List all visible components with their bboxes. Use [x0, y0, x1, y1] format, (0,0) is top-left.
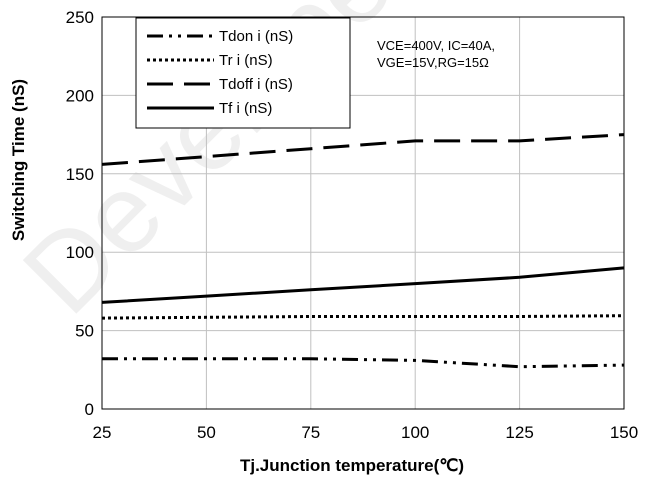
legend-label: Tf i (nS) — [219, 100, 272, 117]
series-line-2 — [101, 314, 625, 320]
y-axis-title: Switching Time (nS) — [9, 79, 28, 241]
y-tick-label: 150 — [66, 165, 94, 184]
y-tick-label: 250 — [66, 8, 94, 27]
series-line-3 — [101, 133, 625, 166]
tick-labels: 25 50 75 100 125 150 0 50 100 150 200 250 — [66, 8, 639, 442]
series-lines — [101, 133, 625, 369]
series-line-1 — [102, 357, 625, 369]
y-tick-label: 50 — [75, 322, 94, 341]
series-line-4 — [101, 266, 625, 304]
y-tick-label: 200 — [66, 86, 94, 105]
y-tick-label: 0 — [85, 400, 94, 419]
conditions-annotation: VCE=400V, IC=40A, VGE=15V,RG=15Ω — [377, 38, 495, 70]
condition-line-1: VCE=400V, IC=40A, — [377, 38, 495, 53]
x-tick-label: 150 — [610, 423, 638, 442]
legend: Tdon i (nS) Tr i (nS) Tdoff i (nS) Tf i (nS… — [135, 17, 351, 129]
x-tick-label: 125 — [505, 423, 533, 442]
condition-line-2: VGE=15V,RG=15Ω — [377, 55, 489, 70]
legend-label: Tr i (nS) — [219, 52, 273, 69]
legend-label: Tdoff i (nS) — [219, 76, 293, 93]
y-tick-label: 100 — [66, 243, 94, 262]
plot-area — [101, 16, 625, 410]
x-tick-label: 25 — [93, 423, 112, 442]
x-axis-title: Tj.Junction temperature(℃) — [240, 456, 464, 475]
x-tick-label: 75 — [301, 423, 320, 442]
legend-label: Tdon i (nS) — [219, 28, 293, 45]
x-tick-label: 50 — [197, 423, 216, 442]
x-tick-label: 100 — [401, 423, 429, 442]
